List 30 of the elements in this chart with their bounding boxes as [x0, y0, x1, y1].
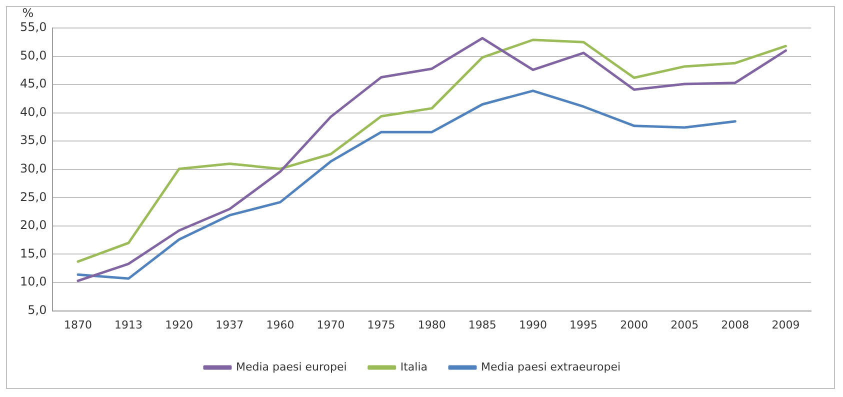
x-tick-label: 1960: [266, 318, 294, 332]
x-tick-label: 1980: [418, 318, 446, 332]
x-tick-label: 2000: [620, 318, 648, 332]
y-axis-title: %: [22, 6, 34, 20]
x-tick-label: 2008: [721, 318, 750, 332]
x-tick-label: 1937: [216, 318, 244, 332]
y-tick-label: 5,0: [28, 302, 47, 317]
x-tick-label: 2009: [772, 318, 800, 332]
y-tick-label: 30,0: [20, 162, 47, 176]
y-tick-label: 50,0: [20, 48, 47, 62]
legend-label: Italia: [400, 360, 428, 374]
x-tick-label: 1913: [114, 318, 143, 332]
y-tick-label: 20,0: [20, 218, 47, 232]
y-tick-label: 25,0: [20, 190, 47, 204]
x-tick-label: 1985: [468, 318, 496, 332]
x-tick-label: 1870: [64, 318, 92, 332]
legend-label: Media paesi extraeuropei: [480, 360, 621, 374]
y-tick-label: 40,0: [20, 104, 47, 119]
x-tick-label: 2005: [670, 318, 699, 332]
x-tick-label: 1975: [367, 318, 396, 332]
legend-label: Media paesi europei: [236, 360, 347, 374]
y-tick-label: 10,0: [20, 274, 47, 289]
x-tick-label: 1970: [316, 318, 345, 332]
y-tick-label: 45,0: [20, 76, 47, 91]
x-tick-label: 1995: [570, 318, 598, 332]
x-tick-label: 1990: [518, 318, 547, 332]
x-tick-label: 1920: [165, 318, 194, 332]
y-tick-label: 15,0: [20, 246, 47, 260]
y-tick-label: 35,0: [20, 133, 47, 148]
y-tick-label: 55,0: [20, 20, 47, 34]
